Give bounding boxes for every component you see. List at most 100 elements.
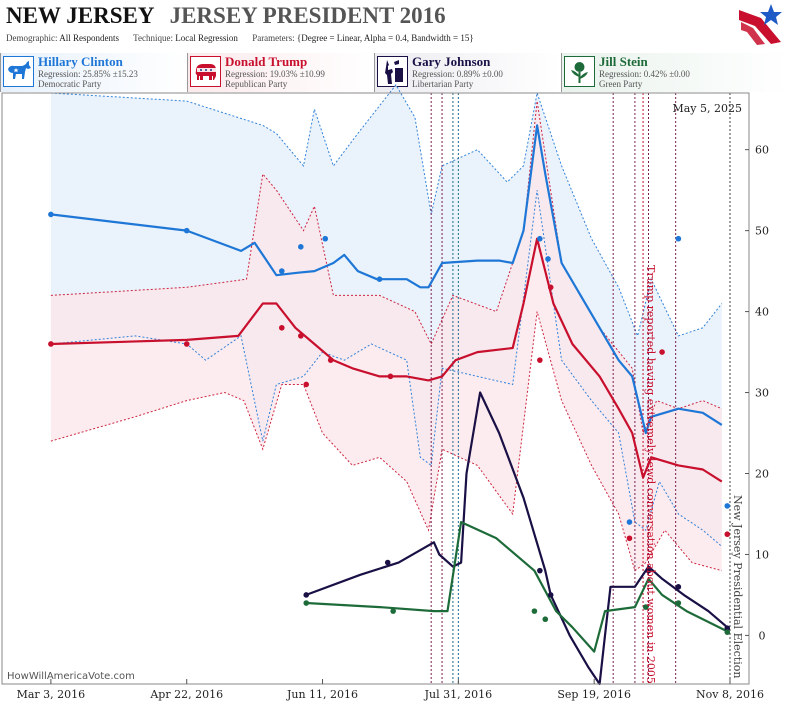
poll-point [327,357,334,363]
plot-frame [1,92,750,685]
axes: 0 10 20 30 40 50 60 Mar 3, 2016 Apr 22, 2016 Jun … [1,92,769,701]
poll-point [626,519,633,525]
poll-point [537,567,543,574]
poll-point [724,531,731,538]
param-value: Local Regression [175,33,238,43]
series-line [50,124,723,435]
poll-point [645,567,652,574]
poll-point [278,268,285,274]
poll-point [303,600,310,606]
poll-point [542,616,549,623]
poll-point [724,503,731,509]
date-label: May 5, 2025 [672,102,742,115]
poll-point [387,373,394,380]
regression-lines [50,124,729,686]
x-tick-label: Jul 31, 2016 [424,688,493,701]
candidate-regression: Regression: 25.85% ±15.23 [38,69,138,79]
candidate-regression: Regression: 0.42% ±0.00 [599,69,690,79]
poll-point [298,244,304,250]
poll-point [384,559,391,566]
poll-point [183,341,190,347]
legend-item-johnson[interactable]: Gary Johnson Regression: 0.89% ±0.00 Lib… [374,53,561,92]
liberty-torch-icon [385,60,403,84]
poll-point [48,341,54,347]
y-tick-label: 0 [759,629,766,642]
x-tick-label: Apr 22, 2016 [149,688,223,701]
page-title: NEW JERSEY JERSEY PRESIDENT 2016 [6,3,446,29]
candidate-name: Gary Johnson [412,54,491,69]
elephant-icon [195,64,216,80]
param-value: All Respondents [59,33,119,43]
poll-point [626,535,633,542]
watermark: HowWillAmericaVote.com [7,671,135,682]
param-label: Demographic: [6,33,58,43]
band-upper-edge [50,101,722,435]
parameters-line: Demographic: All Respondents Technique: … [6,33,486,43]
band-lower-edge [50,190,723,547]
legend-item-stein[interactable]: Jill Stein Regression: 0.42% ±0.00 Green… [561,53,789,92]
annotation-text: New Jersey Presidential Election [731,495,744,678]
rose-icon [571,62,588,83]
poll-points [48,211,731,635]
candidate-party: Republican Party [225,79,288,89]
y-tick-label: 20 [755,468,769,481]
candidate-badge [190,56,221,87]
poll-point [724,625,731,631]
band-upper-edge [50,84,723,338]
y-tick-label: 50 [755,225,769,238]
annotation-text: Trump reported having extremely lewd con… [644,265,657,684]
legend-item-trump[interactable]: Donald Trump Regression: 19.03% ±10.99 R… [187,53,374,92]
param-label: Technique: [133,33,173,43]
series-line [50,237,723,483]
param-label: Parameters: [252,33,295,43]
poll-point [537,235,543,242]
confidence-bands [50,84,722,571]
poll-point [675,600,682,606]
x-tick-label: Nov 8, 2016 [696,688,764,701]
poll-point [537,357,543,363]
candidate-regression: Regression: 0.89% ±0.00 [412,69,503,79]
candidate-name: Jill Stein [599,54,648,69]
poll-point [376,276,383,283]
poll-point [183,227,190,234]
x-tick-label: Sep 19, 2016 [557,688,631,701]
poll-point [390,608,396,614]
candidate-name: Hillary Clinton [38,54,123,69]
poll-point [547,284,554,291]
candidate-badge [564,56,595,87]
candidate-badge [377,56,408,87]
poll-point [642,604,649,610]
poll-point [298,333,304,339]
y-tick-label: 60 [755,144,769,157]
y-tick-label: 40 [755,306,769,319]
poll-point [278,324,285,331]
donkey-icon [8,61,31,79]
candidate-party: Libertarian Party [412,79,474,89]
poll-point [303,381,310,388]
poll-point [322,235,329,242]
legend-item-clinton[interactable]: Hillary Clinton Regression: 25.85% ±15.2… [0,53,187,92]
poll-point [48,211,54,218]
poll-point [531,608,538,614]
candidate-badge [3,56,34,87]
poll-point [724,629,731,635]
state-name: NEW JERSEY [6,3,155,28]
param-value: {Degree = Linear, Alpha = 0.4, Bandwidth… [296,33,474,43]
candidate-regression: Regression: 19.03% ±10.99 [225,69,325,79]
x-tick-label: Mar 3, 2016 [17,688,86,701]
annotations: Trump reported having extremely lewd con… [644,265,744,684]
poll-point [675,584,682,590]
poll-point [659,349,665,355]
site-logo-icon[interactable] [737,2,783,48]
x-tick-label: Jun 11, 2016 [286,688,358,701]
poll-point [547,592,554,598]
candidate-party: Green Party [599,79,643,89]
poll-point [675,235,682,242]
race-name: JERSEY PRESIDENT 2016 [169,3,446,28]
poll-point [545,256,551,262]
y-tick-label: 30 [755,387,769,400]
poll-point [303,592,310,598]
y-tick-label: 10 [755,548,769,561]
candidate-party: Democratic Party [38,79,102,89]
